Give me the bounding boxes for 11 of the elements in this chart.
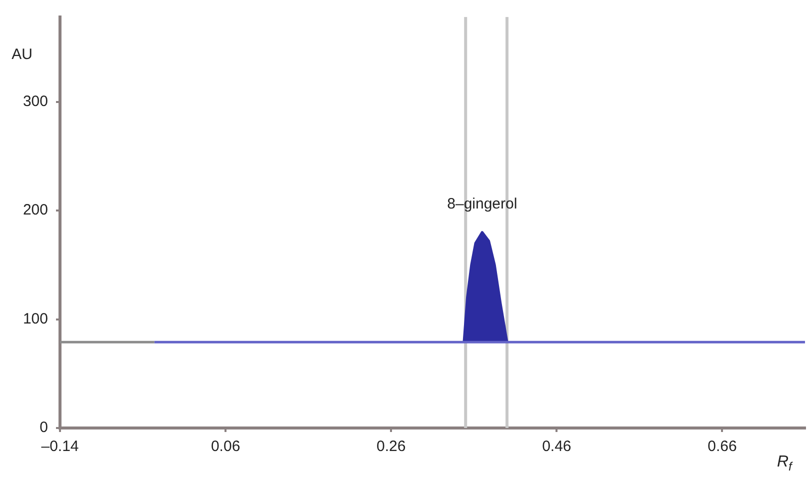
annotation: 8–gingerol [447, 195, 518, 212]
y-tick-label: 0 [40, 419, 48, 436]
x-tick-label: 0.66 [708, 438, 737, 456]
x-tick-label: 0.06 [210, 438, 240, 456]
x-tick-label: 0.46 [542, 438, 572, 456]
x-tick-label: 0.26 [376, 438, 406, 456]
y-tick-label: 100 [22, 310, 48, 328]
y-axis-title: AU [12, 46, 32, 64]
y-tick-label: 300 [22, 92, 48, 110]
y-tick-label: 200 [22, 202, 48, 219]
x-tick-label: –0.14 [41, 438, 79, 456]
